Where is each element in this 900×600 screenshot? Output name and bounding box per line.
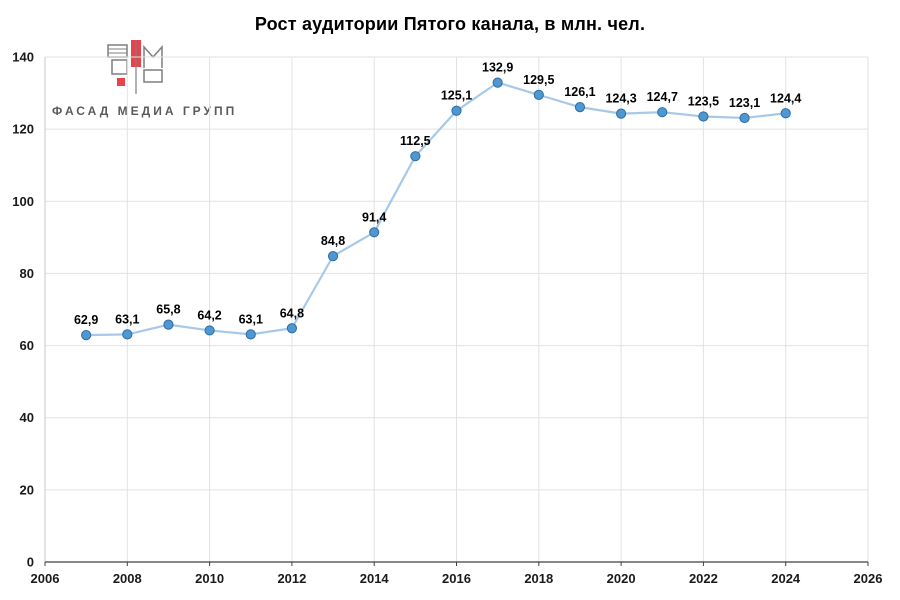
data-point-marker bbox=[780, 108, 791, 119]
data-point-marker bbox=[245, 329, 256, 340]
data-point-label: 124,4 bbox=[770, 91, 801, 105]
data-point-label: 123,5 bbox=[688, 95, 719, 109]
x-tick-label: 2016 bbox=[442, 571, 471, 586]
data-point-label: 91,4 bbox=[362, 210, 386, 224]
data-point-label: 124,7 bbox=[647, 90, 678, 104]
x-tick-label: 2006 bbox=[31, 571, 60, 586]
data-point-label: 132,9 bbox=[482, 61, 513, 75]
y-tick-label: 0 bbox=[27, 555, 34, 570]
data-point-marker bbox=[410, 151, 421, 162]
y-tick-label: 120 bbox=[12, 122, 34, 137]
data-point-label: 112,5 bbox=[400, 134, 431, 148]
data-point-label: 64,2 bbox=[197, 308, 221, 322]
data-point-label: 126,1 bbox=[564, 85, 595, 99]
data-point-label: 65,8 bbox=[156, 303, 180, 317]
data-point-label: 63,1 bbox=[115, 312, 139, 326]
data-point-label: 62,9 bbox=[74, 313, 98, 327]
y-tick-label: 60 bbox=[20, 338, 34, 353]
data-point-marker bbox=[492, 77, 503, 88]
data-point-label: 84,8 bbox=[321, 234, 345, 248]
data-point-marker bbox=[81, 330, 92, 341]
data-point-marker bbox=[616, 108, 627, 119]
x-tick-label: 2024 bbox=[771, 571, 801, 586]
x-tick-label: 2022 bbox=[689, 571, 718, 586]
data-point-marker bbox=[574, 102, 586, 113]
logo-text: ФАСАД МЕДИА ГРУПП bbox=[52, 104, 238, 118]
x-tick-label: 2008 bbox=[113, 571, 142, 586]
data-point-marker bbox=[327, 251, 339, 262]
data-point-marker bbox=[163, 319, 174, 330]
data-point-label: 123,1 bbox=[729, 96, 760, 110]
x-tick-label: 2012 bbox=[277, 571, 306, 586]
data-point-marker bbox=[286, 323, 297, 334]
data-point-marker bbox=[533, 89, 544, 100]
y-tick-label: 80 bbox=[20, 266, 34, 281]
x-tick-label: 2014 bbox=[360, 571, 390, 586]
data-point-marker bbox=[657, 107, 668, 118]
x-tick-label: 2010 bbox=[195, 571, 224, 586]
chart-title: Рост аудитории Пятого канала, в млн. чел… bbox=[254, 14, 646, 34]
data-point-label: 125,1 bbox=[441, 89, 472, 103]
data-point-label: 64,8 bbox=[280, 306, 304, 320]
y-tick-label: 100 bbox=[12, 194, 34, 209]
data-point-marker bbox=[369, 227, 380, 238]
series-line bbox=[86, 81, 786, 337]
data-point-marker bbox=[698, 111, 709, 122]
y-tick-label: 40 bbox=[20, 410, 34, 425]
x-tick-label: 2020 bbox=[607, 571, 636, 586]
data-point-marker bbox=[739, 112, 750, 124]
y-tick-label: 140 bbox=[12, 50, 34, 65]
data-point-marker bbox=[122, 329, 133, 340]
x-tick-label: 2026 bbox=[854, 571, 883, 586]
data-point-label: 63,1 bbox=[239, 312, 263, 326]
data-point-marker bbox=[204, 325, 215, 336]
y-tick-label: 20 bbox=[20, 482, 34, 497]
data-point-label: 124,3 bbox=[605, 92, 636, 106]
x-tick-label: 2018 bbox=[524, 571, 553, 586]
data-point-label: 129,5 bbox=[523, 73, 554, 87]
data-point-marker bbox=[451, 105, 462, 116]
